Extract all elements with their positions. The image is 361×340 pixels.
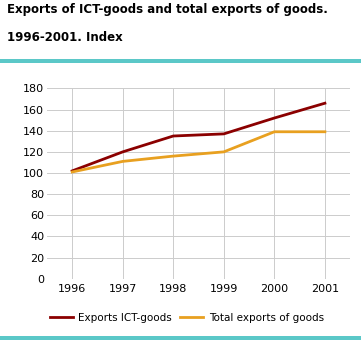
Text: Exports of ICT-goods and total exports of goods.: Exports of ICT-goods and total exports o… bbox=[7, 3, 328, 16]
Legend: Exports ICT-goods, Total exports of goods: Exports ICT-goods, Total exports of good… bbox=[46, 309, 328, 327]
Text: 1996-2001. Index: 1996-2001. Index bbox=[7, 31, 123, 44]
